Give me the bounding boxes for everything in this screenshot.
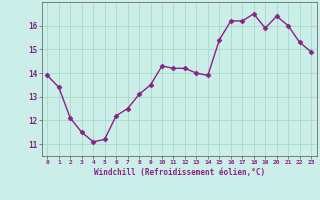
- X-axis label: Windchill (Refroidissement éolien,°C): Windchill (Refroidissement éolien,°C): [94, 168, 265, 177]
